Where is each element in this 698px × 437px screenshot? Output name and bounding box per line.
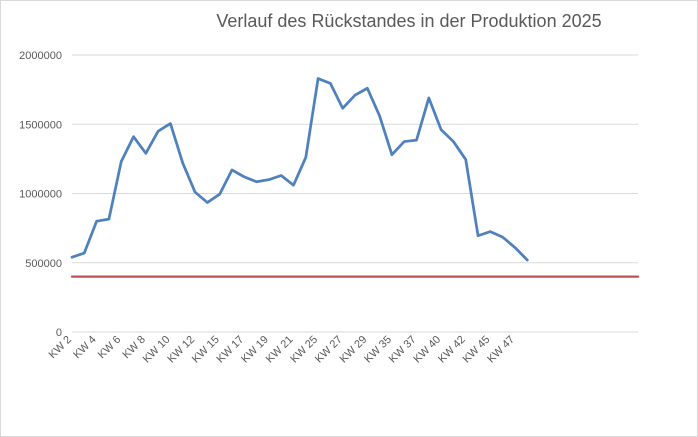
y-tick-label-1: 500000 — [25, 258, 62, 270]
y-tick-label-4: 2000000 — [19, 50, 62, 62]
y-tick-label-3: 1500000 — [19, 119, 62, 131]
y-tick-label-2: 1000000 — [19, 189, 62, 201]
x-tick-label-1: KW 4 — [71, 334, 99, 362]
x-tick-label-0: KW 2 — [47, 334, 75, 362]
x-tick-label-2: KW 6 — [96, 334, 124, 362]
x-tick-label-18: KW 47 — [485, 334, 517, 366]
series-line-0 — [70, 77, 529, 262]
chart-title: Verlauf des Rückstandes in der Produktio… — [216, 11, 602, 31]
y-tick-label-0: 0 — [56, 327, 62, 339]
